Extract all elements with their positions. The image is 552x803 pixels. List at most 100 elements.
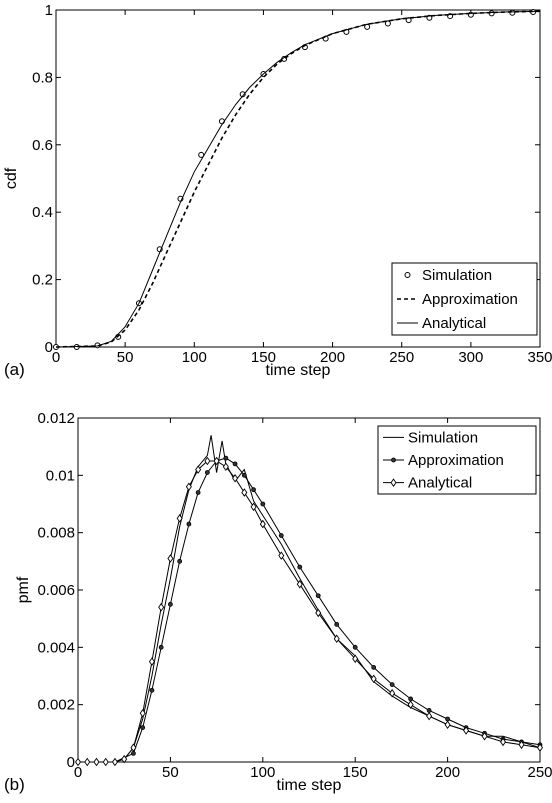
panel-label: (a) bbox=[4, 360, 25, 379]
series-analytical-point bbox=[259, 519, 266, 529]
x-tick-label: 200 bbox=[320, 349, 345, 366]
series-approximation-point bbox=[223, 455, 229, 461]
x-tick-label: 100 bbox=[250, 764, 275, 781]
series-analytical-point bbox=[389, 688, 396, 698]
legend-approximation-label: Approximation bbox=[408, 452, 504, 469]
series-analytical-point bbox=[84, 757, 91, 767]
series-analytical-point bbox=[167, 554, 174, 563]
series-approximation-point bbox=[167, 601, 173, 607]
series-analytical-point bbox=[481, 731, 488, 741]
y-axis-label: pmf bbox=[15, 576, 32, 603]
legend-simulation-label: Simulation bbox=[422, 267, 492, 284]
series-approximation-point bbox=[131, 751, 136, 756]
series-analytical-point bbox=[121, 754, 128, 764]
series-analytical-point bbox=[426, 711, 433, 721]
series-analytical-point bbox=[111, 757, 118, 767]
y-axis-label: cdf bbox=[3, 167, 20, 189]
series-analytical-point bbox=[130, 743, 137, 752]
y-tick-label: 0.8 bbox=[32, 69, 53, 86]
series-approximation-point bbox=[278, 533, 284, 538]
series-approximation-point bbox=[445, 716, 451, 722]
x-tick-label: 250 bbox=[389, 349, 414, 366]
x-tick-label: 300 bbox=[458, 349, 483, 366]
series-analytical-line bbox=[78, 460, 541, 763]
series-analytical-point bbox=[250, 502, 257, 512]
series-analytical-point bbox=[158, 602, 165, 612]
legend-approximation-label: Approximation bbox=[422, 291, 518, 308]
series-approximation-point bbox=[204, 470, 210, 475]
panel-label: (b) bbox=[4, 775, 25, 794]
series-analytical-point bbox=[75, 757, 81, 767]
x-tick-label: 150 bbox=[343, 764, 368, 781]
x-tick-label: 0 bbox=[52, 349, 60, 366]
y-tick-label: 0.6 bbox=[32, 137, 53, 154]
series-approximation-point bbox=[352, 644, 358, 650]
series-approximation-point bbox=[334, 622, 340, 627]
series-approximation-point bbox=[140, 725, 146, 730]
series-approximation-point bbox=[195, 490, 201, 495]
x-axis-label: time step bbox=[277, 777, 342, 794]
series-approximation-point bbox=[149, 687, 155, 693]
legend: Simulation Approximation Analytical bbox=[377, 425, 537, 495]
series-approximation-point bbox=[371, 665, 377, 670]
legend-analytical-label: Analytical bbox=[422, 315, 486, 332]
chart-panel-0: 0 50 100 150 200 250 300 350 0 0.2 0.4 0.6 0.8 1 time … bbox=[3, 2, 552, 379]
y-tick-label: 0.008 bbox=[37, 525, 75, 542]
x-tick-label: 100 bbox=[182, 349, 207, 366]
series-analytical-point bbox=[176, 514, 183, 523]
y-tick-label: 0.004 bbox=[37, 639, 75, 656]
series-analytical-point bbox=[333, 634, 340, 644]
series-analytical-point bbox=[444, 720, 451, 730]
series-analytical-point bbox=[195, 465, 202, 474]
series-analytical-point bbox=[518, 740, 525, 750]
series-simulation-point bbox=[405, 17, 412, 24]
y-tick-label: 0 bbox=[45, 339, 53, 356]
legend-simulation-label: Simulation bbox=[408, 429, 478, 446]
series-analytical-point bbox=[352, 654, 359, 664]
series-approximation-point bbox=[177, 558, 183, 564]
series-approximation-point bbox=[315, 593, 321, 599]
legend-analytical-label: Analytical bbox=[408, 475, 472, 492]
series-approximation-point bbox=[426, 708, 432, 713]
series-approximation-point bbox=[297, 564, 303, 570]
series-analytical-point bbox=[204, 456, 211, 466]
series-approximation-line bbox=[78, 457, 541, 763]
legend-approximation-marker bbox=[391, 457, 396, 463]
series-approximation-line bbox=[55, 10, 541, 348]
series-simulation-point bbox=[509, 9, 516, 16]
y-tick-label: 0 bbox=[67, 754, 75, 771]
series-approximation-point bbox=[260, 501, 266, 507]
x-tick-label: 50 bbox=[117, 349, 134, 366]
series-analytical-point bbox=[537, 743, 543, 752]
series-analytical-line bbox=[55, 10, 541, 348]
series-approximation-point bbox=[389, 682, 395, 687]
y-tick-label: 1 bbox=[45, 2, 53, 19]
chart-panel-1: 0 50 100 150 200 250 0 0.002 0.004 0.006 0.008 0.01… bbox=[4, 410, 552, 794]
series-analytical-point bbox=[296, 579, 303, 589]
series-approximation-point bbox=[232, 461, 238, 467]
y-tick-label: 0.012 bbox=[37, 410, 75, 427]
series-analytical-point bbox=[463, 726, 470, 735]
legend: Simulation Approximation Analytical bbox=[391, 262, 538, 336]
legend-analytical-marker bbox=[390, 478, 397, 487]
series-analytical-point bbox=[370, 674, 377, 684]
series-analytical-point bbox=[139, 708, 146, 718]
series-analytical-point bbox=[213, 456, 220, 466]
series-approximation-point bbox=[241, 472, 247, 478]
series-analytical-point bbox=[278, 551, 285, 560]
series-analytical-point bbox=[93, 757, 100, 767]
series-analytical-point bbox=[232, 473, 239, 483]
y-tick-label: 0.2 bbox=[32, 272, 53, 289]
series-approximation-point bbox=[251, 487, 256, 493]
series-analytical-point bbox=[500, 737, 507, 747]
x-tick-label: 150 bbox=[251, 349, 276, 366]
series-approximation-point bbox=[408, 696, 414, 702]
legend-box bbox=[377, 425, 537, 495]
x-tick-label: 250 bbox=[527, 764, 552, 781]
x-tick-label: 50 bbox=[162, 764, 179, 781]
series-analytical-point bbox=[148, 657, 155, 666]
series-approximation-point bbox=[158, 644, 164, 650]
x-axis-label: time step bbox=[266, 362, 331, 379]
series-analytical-point bbox=[102, 757, 109, 767]
